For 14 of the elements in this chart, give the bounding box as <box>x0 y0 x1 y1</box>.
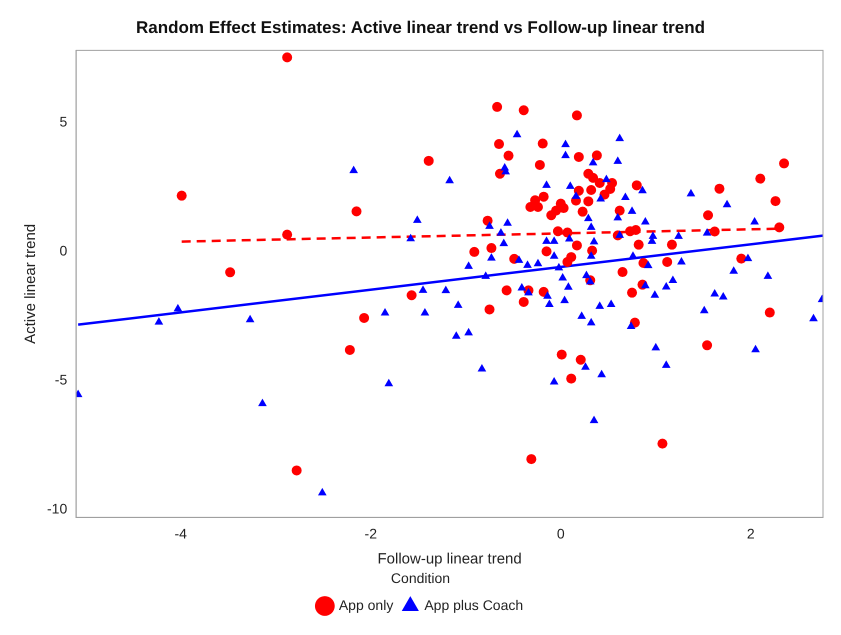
legend-label: App plus Coach <box>424 596 524 613</box>
chart-title: Random Effect Estimates: Active linear trend vs Follow-up linear trend <box>136 18 705 37</box>
y-tick-label: -10 <box>47 500 68 517</box>
x-tick-label: 0 <box>556 526 565 542</box>
x-tick-label: -2 <box>364 526 378 542</box>
legend-title: Condition <box>390 570 450 586</box>
y-axis-title: Active linear trend <box>22 224 40 344</box>
y-tick-label: -5 <box>54 372 68 388</box>
x-tick-label: 2 <box>746 526 755 542</box>
x-tick-label: -4 <box>174 526 188 542</box>
legend-label: App only <box>338 596 394 613</box>
y-tick-label: 5 <box>59 114 68 130</box>
y-tick-label: 0 <box>59 242 68 259</box>
x-axis-title: Follow-up linear trend <box>377 550 522 568</box>
